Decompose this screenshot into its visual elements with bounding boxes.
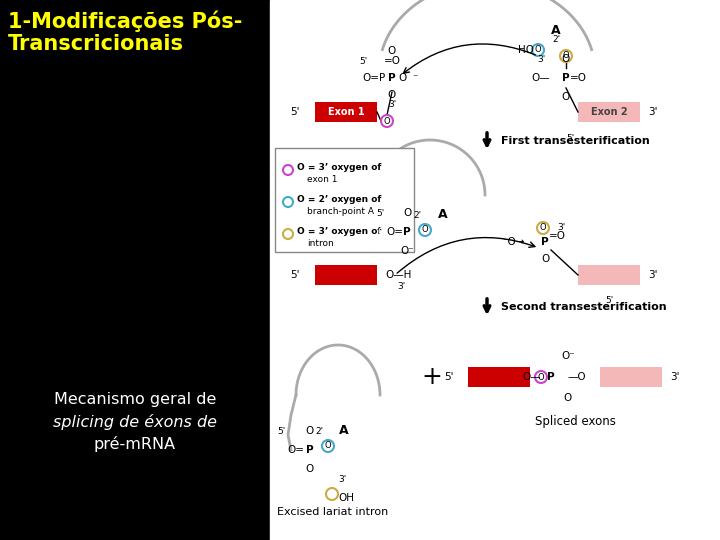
Text: A: A [438,207,448,220]
Text: First transesterification: First transesterification [501,136,649,146]
Text: P: P [547,372,555,382]
Text: P: P [541,237,549,247]
Bar [270,0,720,540]
Text: 5': 5' [444,372,454,382]
Text: 3': 3' [648,270,657,280]
Text: 3': 3' [338,476,346,484]
Text: O: O [538,373,544,381]
Text: O: O [422,226,428,234]
Text: O⁻: O⁻ [561,351,575,361]
FancyBboxPatch shape [275,148,414,252]
Text: 3': 3' [648,107,657,117]
Text: P: P [388,73,396,83]
FancyBboxPatch shape [578,102,640,122]
Text: A: A [339,423,348,436]
Text: Transcricionais: Transcricionais [8,34,184,54]
Text: 5': 5' [290,107,300,117]
Text: 5': 5' [605,296,613,305]
Text: Spliced exons: Spliced exons [534,415,616,429]
Text: P: P [403,227,411,237]
Text: O: O [563,51,570,60]
Text: exon 1: exon 1 [307,176,338,185]
Text: branch-point A: branch-point A [307,207,374,217]
Text: O: O [403,208,411,218]
Text: P: P [388,73,396,83]
Text: intron: intron [307,240,334,248]
Text: O=: O= [287,445,304,455]
Text: O: O [541,254,549,264]
Text: O: O [306,426,314,436]
Text: +: + [422,365,442,389]
FancyBboxPatch shape [600,367,662,387]
Text: ⁻O→: ⁻O→ [503,237,525,247]
Text: O: O [306,464,314,474]
Text: 3': 3' [557,224,565,233]
Text: O: O [388,46,396,56]
Text: O: O [384,117,390,125]
Text: O: O [398,73,406,83]
Bar [0,0,270,540]
Text: 5': 5' [278,428,286,436]
Text: O: O [388,90,396,100]
Text: OH: OH [338,493,354,503]
Text: 3': 3' [538,56,546,64]
Text: Exon 1: Exon 1 [328,107,364,117]
Text: O: O [535,45,541,55]
Text: ⁻: ⁻ [412,73,418,83]
Text: 3': 3' [388,100,396,109]
FancyBboxPatch shape [468,367,530,387]
Text: 2': 2' [413,212,421,220]
Text: O = 3’ oxygen of: O = 3’ oxygen of [297,164,382,172]
Text: 5': 5' [360,57,368,66]
Text: Mecanismo geral de: Mecanismo geral de [54,392,216,407]
Text: =O: =O [549,231,566,241]
Text: HO: HO [518,45,534,55]
Text: O: O [564,393,572,403]
Text: 3': 3' [670,372,680,382]
FancyBboxPatch shape [315,102,377,122]
Text: P: P [306,445,314,455]
Text: 5': 5' [290,270,300,280]
Text: O: O [562,54,570,64]
Text: pré-mRNA: pré-mRNA [94,436,176,452]
Text: Exon 2: Exon 2 [590,107,627,117]
Text: Excised lariat intron: Excised lariat intron [277,507,389,517]
FancyBboxPatch shape [315,265,377,285]
FancyBboxPatch shape [578,265,640,285]
Text: O—H: O—H [385,270,411,280]
Text: =O: =O [570,73,587,83]
Text: O—: O— [523,372,541,382]
Text: O=P: O=P [378,227,401,237]
Text: 5': 5' [377,210,385,219]
Text: O: O [325,442,331,450]
Text: A: A [552,24,561,37]
Text: —O: —O [568,372,587,382]
Text: 2': 2' [552,36,560,44]
Text: 5': 5' [566,134,574,143]
Text: O=P: O=P [363,73,386,83]
Text: splicing de éxons de: splicing de éxons de [53,414,217,430]
Text: O—: O— [531,73,550,83]
Text: 2': 2' [315,428,323,436]
Text: O⁻: O⁻ [400,246,414,256]
Text: O: O [540,224,546,233]
Text: O=: O= [386,227,403,237]
Text: P: P [562,73,570,83]
Text: 1-Modificações Pós-: 1-Modificações Pós- [8,10,243,31]
Text: O: O [562,92,570,102]
Text: O = 3’ oxygen of: O = 3’ oxygen of [297,227,382,237]
Text: =O: =O [384,56,400,66]
Text: O = 2’ oxygen of: O = 2’ oxygen of [297,195,382,205]
Text: 3': 3' [397,282,405,291]
Text: Second transesterification: Second transesterification [501,302,667,312]
